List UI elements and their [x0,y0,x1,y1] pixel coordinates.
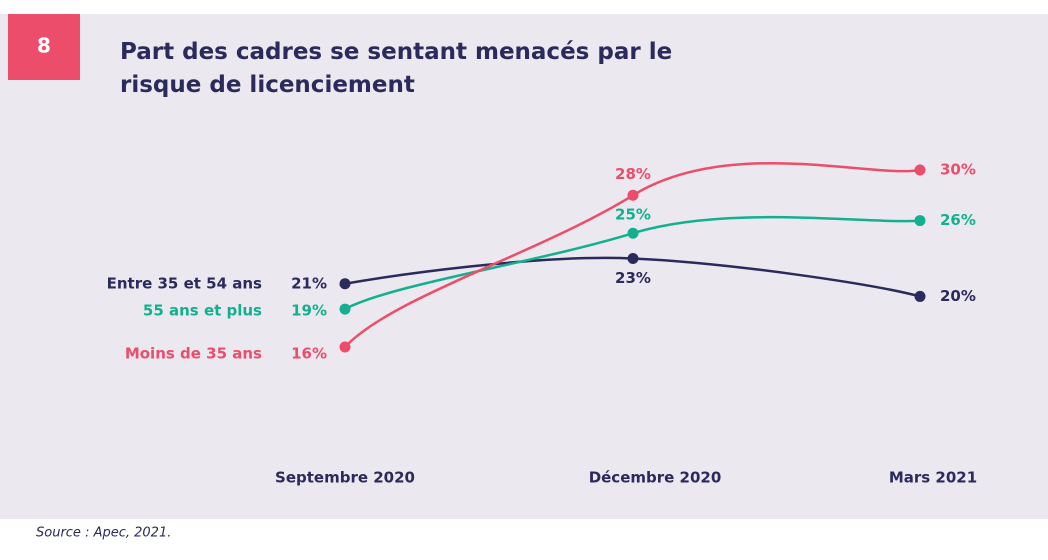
x-tick-label: Mars 2021 [889,469,977,487]
value-label: 21% [291,274,327,292]
x-tick-label: Septembre 2020 [275,469,415,487]
x-tick-label: Décembre 2020 [589,469,722,487]
value-label: 26% [940,211,976,229]
source: Source : Apec, 2021. [36,526,171,541]
value-label: 28% [615,165,651,183]
point [339,278,351,290]
point [914,164,926,176]
value-label: 30% [940,161,976,179]
point [627,253,639,264]
value-label: 25% [615,206,651,224]
value-label: 23% [615,269,651,287]
legend-label: Moins de 35 ans [125,345,262,363]
point [339,341,351,353]
point [627,227,639,239]
legend-label: 55 ans et plus [143,302,262,320]
background [0,14,1048,519]
badge: 8 [37,34,51,58]
point [914,290,926,302]
point [914,215,926,227]
chart-title: Part des cadres se sentant menacés par l… [120,39,672,98]
value-label: 20% [940,287,976,305]
value-label: 16% [291,345,327,363]
value-label: 19% [291,302,327,320]
point [627,189,639,201]
badge-box [8,14,80,80]
legend-label: Entre 35 et 54 ans [107,274,262,292]
point [339,303,351,315]
